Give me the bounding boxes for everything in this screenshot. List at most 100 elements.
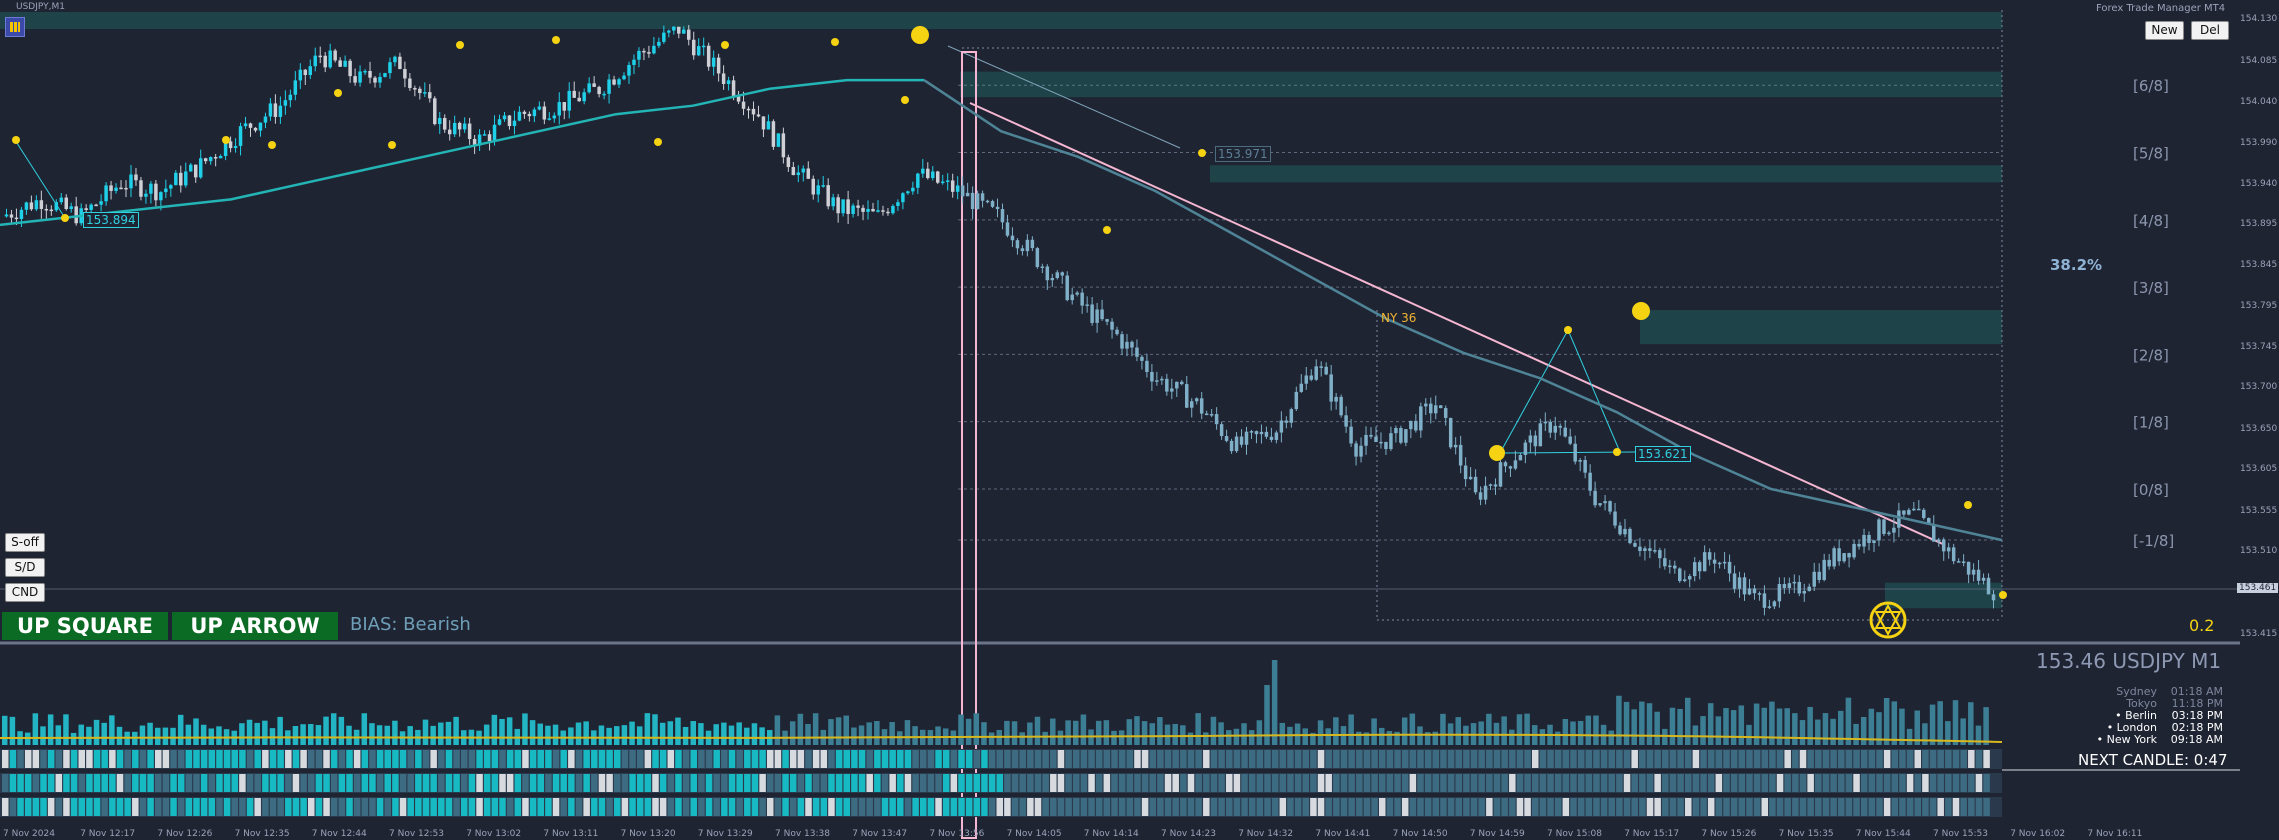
strip-cell: [1333, 774, 1340, 792]
strip-cell: [384, 774, 391, 792]
candle-body: [1822, 559, 1826, 581]
strip-cell: [1707, 750, 1715, 768]
candle-body: [881, 210, 885, 212]
strip-cell: [63, 750, 70, 768]
volume-bar: [675, 717, 681, 745]
strip-cell: [1149, 750, 1156, 768]
session-row: • Berlin 03:18 PM: [2075, 710, 2223, 722]
candle-body: [1150, 372, 1154, 382]
candle-body: [1050, 278, 1055, 281]
candle-body: [154, 183, 158, 201]
volume-bar: [1685, 697, 1691, 745]
candle-body: [1877, 519, 1881, 541]
swing-dot: [654, 138, 662, 146]
strip-cell: [40, 774, 47, 792]
strip-cell: [1570, 774, 1577, 792]
candle-body: [1189, 401, 1194, 408]
strip-cell: [1662, 798, 1669, 816]
strip-cell: [1333, 798, 1340, 816]
volume-bar: [1585, 715, 1592, 745]
volume-bar: [1248, 730, 1255, 745]
strip-cell: [1348, 774, 1355, 792]
volume-bar: [1103, 720, 1110, 745]
volume-bar: [958, 714, 964, 745]
strip-cell: [606, 798, 613, 816]
volume-bar: [1011, 721, 1018, 745]
strip-cell: [24, 798, 32, 816]
candle-body: [1060, 272, 1064, 276]
strip-cell: [698, 774, 705, 792]
candle-body: [761, 116, 766, 130]
candle-body: [1105, 319, 1109, 322]
volume-bar: [629, 721, 635, 745]
candle-body: [368, 70, 372, 78]
volume-bar: [636, 726, 643, 745]
strip-cell: [438, 774, 445, 792]
candle-body: [477, 134, 482, 146]
expert-icon[interactable]: [5, 17, 25, 37]
cnd-button[interactable]: CND: [5, 583, 45, 602]
candle-body: [1837, 548, 1841, 562]
candle-body: [233, 145, 238, 149]
sd-button[interactable]: S/D: [5, 558, 45, 577]
strip-cell: [1593, 798, 1600, 816]
candle-body: [19, 209, 24, 219]
strip-cell: [1723, 774, 1730, 792]
strip-cell: [1478, 774, 1485, 792]
strip-cell: [353, 798, 361, 816]
strip-cell: [545, 774, 552, 792]
candle-body: [1817, 571, 1821, 581]
strip-cell: [973, 798, 981, 816]
candle-body: [612, 79, 616, 85]
volume-bar: [139, 725, 146, 745]
candle-body: [328, 50, 332, 68]
strip-cell: [629, 750, 636, 768]
strip-cell: [70, 774, 78, 792]
strip-cell: [1409, 750, 1417, 768]
strip-cell: [636, 774, 644, 792]
volume-bar: [1799, 720, 1806, 745]
strip-cell: [1463, 798, 1470, 816]
candle-body: [1593, 490, 1597, 506]
strip-cell: [1937, 798, 1944, 816]
candle-body: [1319, 366, 1323, 368]
candle-body: [1394, 427, 1398, 434]
volume-bar: [1554, 731, 1561, 745]
strip-cell: [1447, 750, 1455, 768]
candle-body: [1827, 559, 1831, 567]
volume-bar: [1126, 719, 1133, 745]
strip-cell: [1822, 798, 1830, 816]
strip-cell: [828, 774, 835, 792]
strip-cell: [369, 774, 376, 792]
candle-body: [1065, 275, 1069, 301]
strip-cell: [575, 798, 583, 816]
strip-cell: [675, 750, 682, 768]
strip-cell: [1707, 774, 1715, 792]
candle-body: [1075, 292, 1079, 295]
strip-cell: [1417, 774, 1424, 792]
volume-bar: [1050, 718, 1056, 745]
strip-cell: [1922, 798, 1929, 816]
candle-body: [657, 41, 661, 46]
strip-cell: [1004, 798, 1011, 816]
swing-dot: [911, 26, 929, 44]
strip-cell: [1532, 798, 1539, 816]
strip-cell: [17, 798, 24, 816]
volume-bar: [874, 721, 880, 745]
new-button[interactable]: New: [2145, 21, 2184, 40]
strip-cell: [70, 798, 78, 816]
candle-body: [1618, 525, 1622, 535]
strip-cell: [537, 774, 544, 792]
volume-bar: [1432, 731, 1439, 745]
strip-cell: [422, 750, 430, 768]
candle-body: [1807, 586, 1811, 591]
candle-body: [1239, 436, 1244, 445]
strip-cell: [468, 774, 476, 792]
s-off-button[interactable]: S-off: [5, 533, 45, 552]
strip-cell: [789, 798, 797, 816]
murrey-label-0: [6/8]: [2133, 77, 2169, 95]
candle-body: [243, 123, 248, 127]
strip-cell: [1141, 774, 1149, 792]
del-button[interactable]: Del: [2191, 21, 2229, 40]
